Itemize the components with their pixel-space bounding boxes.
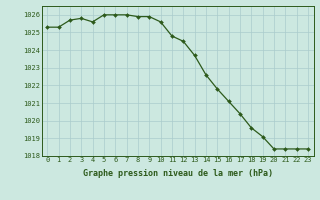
X-axis label: Graphe pression niveau de la mer (hPa): Graphe pression niveau de la mer (hPa)	[83, 169, 273, 178]
